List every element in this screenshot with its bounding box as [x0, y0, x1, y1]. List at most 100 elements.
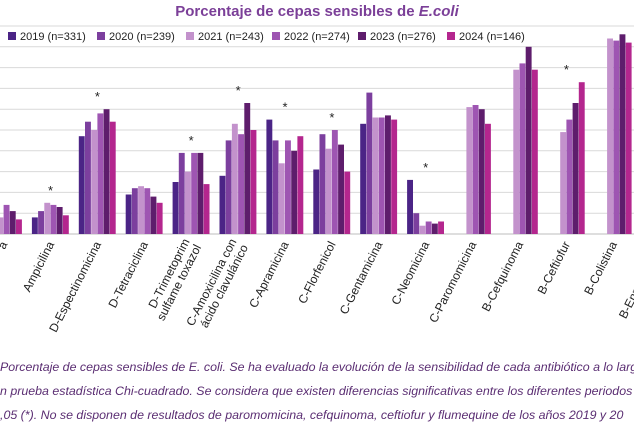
significance-mark-4: * [189, 133, 194, 148]
bar-0-3 [3, 204, 10, 234]
bar-5-1 [225, 140, 232, 234]
bar-9-2 [419, 225, 426, 234]
bar-7-0 [313, 169, 320, 234]
bar-7-4 [338, 144, 344, 234]
bar-7-2 [325, 148, 332, 234]
bar-12-3 [566, 119, 573, 234]
bar-3-0 [125, 194, 132, 234]
legend: 2019 (n=331) 2020 (n=239) 2021 (n=243) 2022… [8, 31, 525, 43]
bar-8-0 [360, 123, 367, 234]
bar-5-2 [231, 123, 238, 234]
bar-8-3 [378, 117, 385, 234]
significance-mark-12: * [564, 62, 569, 77]
significance-mark-9: * [423, 160, 428, 175]
significance-mark-1: * [48, 183, 53, 198]
bar-3-3 [144, 188, 151, 234]
chart-title: Porcentaje de cepas sensibles de E.coli [175, 3, 459, 20]
category-label-10: C-Paromomicina [426, 239, 479, 325]
legend-label-3: 2022 (n=274) [284, 31, 350, 43]
bar-2-3 [97, 113, 104, 234]
bar-4-0 [172, 182, 179, 234]
bar-11-5 [531, 69, 538, 234]
bar-10-3 [472, 105, 479, 234]
bar-5-3 [238, 134, 244, 234]
bar-2-1 [85, 121, 91, 234]
legend-label-1: 2020 (n=239) [109, 31, 175, 43]
bar-8-2 [372, 117, 379, 234]
legend-swatch-5 [447, 32, 455, 40]
caption-line-1: Porcentaje de cepas sensibles de E. coli… [0, 360, 634, 374]
bar-4-3 [191, 152, 198, 234]
bar-7-5 [344, 171, 351, 234]
bar-10-2 [466, 107, 473, 234]
bar-9-4 [431, 223, 438, 234]
bar-0-4 [9, 211, 16, 234]
bar-2-4 [103, 109, 110, 234]
bar-1-5 [62, 215, 69, 234]
bar-6-3 [285, 140, 291, 234]
bar-6-1 [272, 140, 279, 234]
caption-line-2: n prueba estadística Chi-cuadrado. Se co… [0, 384, 634, 398]
bar-8-1 [366, 92, 373, 234]
bar-11-4 [525, 46, 532, 234]
category-label-9: C-Neomicina [388, 239, 432, 307]
legend-swatch-0 [8, 32, 16, 40]
legend-label-5: 2024 (n=146) [459, 31, 525, 43]
significance-mark-7: * [329, 110, 334, 125]
bar-1-3 [50, 204, 57, 234]
bar-12-4 [572, 103, 579, 234]
bar-5-5 [250, 130, 257, 234]
chart-title-species: E.coli [419, 3, 460, 20]
bar-4-5 [203, 184, 210, 234]
category-label-8: C-Gentamicina [337, 239, 386, 317]
legend-swatch-4 [358, 32, 366, 40]
bar-1-4 [56, 207, 63, 234]
category-label-6: C-Apramicina [246, 239, 292, 310]
significance-marks: ********* [48, 62, 569, 198]
significance-mark-2: * [95, 89, 100, 104]
bar-5-0 [219, 175, 226, 234]
bar-12-5 [578, 82, 585, 234]
bar-0-5 [16, 219, 22, 234]
bar-7-1 [319, 134, 326, 234]
bar-3-4 [150, 196, 157, 234]
bar-chart: Porcentaje de cepas sensibles de E.coli … [0, 3, 634, 335]
bar-2-0 [78, 136, 85, 234]
bar-6-0 [266, 119, 273, 234]
bar-2-5 [109, 121, 116, 234]
figure-caption: Porcentaje de cepas sensibles de E. coli… [0, 355, 634, 427]
bar-11-2 [513, 69, 520, 234]
bar-4-4 [197, 152, 204, 234]
legend-label-4: 2023 (n=276) [370, 31, 436, 43]
bar-12-2 [560, 132, 567, 234]
legend-label-0: 2019 (n=331) [20, 31, 86, 43]
bar-13-2 [607, 38, 613, 234]
bar-4-2 [185, 171, 191, 234]
bar-6-2 [278, 163, 285, 234]
category-label-7: C-Florfenicol [295, 239, 338, 306]
category-label-13: B-Colistina [581, 239, 620, 297]
bar-9-0 [407, 179, 413, 234]
bar-7-3 [331, 130, 338, 234]
legend-swatch-1 [97, 32, 105, 40]
bar-3-1 [131, 188, 138, 234]
bar-9-5 [438, 221, 444, 234]
category-label-1: Ampicilina [20, 239, 57, 294]
bar-11-3 [519, 63, 526, 235]
bar-1-2 [44, 202, 51, 234]
legend-swatch-3 [272, 32, 280, 40]
bar-4-1 [178, 152, 185, 234]
bar-5-4 [244, 103, 251, 234]
bar-9-3 [425, 221, 432, 234]
bar-13-5 [625, 42, 632, 234]
bar-2-2 [91, 130, 98, 234]
chart-title-text: Porcentaje de cepas sensibles de [175, 3, 418, 20]
bars [0, 34, 632, 235]
category-label-3: D-Tetraciclina [105, 239, 151, 310]
bar-13-3 [613, 40, 620, 234]
category-label-12: B-Ceftiofur [535, 239, 574, 296]
bar-9-1 [413, 213, 420, 234]
significance-mark-6: * [282, 100, 287, 115]
bar-6-4 [291, 150, 298, 234]
